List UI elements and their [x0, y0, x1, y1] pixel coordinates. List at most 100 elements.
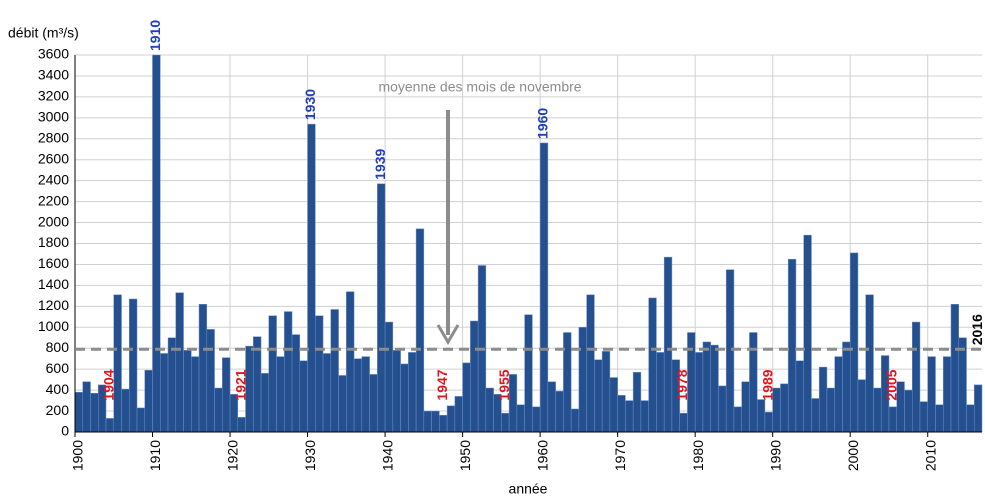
x-tick-label: 2000: [845, 440, 861, 471]
bar: [563, 332, 572, 433]
bar: [733, 406, 742, 433]
y-tick-label: 800: [46, 339, 70, 355]
bar: [431, 410, 440, 433]
bar: [276, 356, 285, 433]
x-tick-label: 1910: [147, 440, 163, 471]
bar: [950, 303, 959, 433]
bar: [167, 337, 177, 433]
bar: [105, 418, 115, 433]
bar: [857, 379, 866, 433]
x-tick-label: 1940: [380, 440, 396, 471]
bar: [129, 298, 138, 433]
bar: [415, 228, 425, 433]
y-tick-label: 2600: [38, 150, 69, 166]
bar: [935, 404, 944, 433]
bar: [237, 417, 246, 433]
bar: [152, 54, 161, 433]
bar: [160, 353, 169, 433]
bar: [803, 234, 812, 433]
y-tick-label: 400: [46, 381, 70, 397]
bar: [470, 320, 479, 433]
bar: [632, 372, 642, 433]
y-tick-label: 2000: [38, 213, 69, 229]
bar: [532, 406, 541, 433]
bar: [958, 337, 967, 433]
y-tick-label: 3400: [38, 67, 69, 83]
bar: [121, 388, 130, 433]
mean-label: moyenne des mois de novembre: [378, 79, 581, 95]
bar: [462, 362, 471, 433]
bar: [299, 360, 308, 433]
bar: [710, 344, 719, 433]
year-annotation: 2016: [969, 314, 985, 345]
bar: [353, 358, 363, 433]
bar: [578, 327, 587, 433]
y-tick-label: 1000: [38, 318, 69, 334]
year-annotation: 1910: [147, 20, 163, 51]
x-tick-label: 1920: [225, 440, 241, 471]
year-annotation: 1960: [535, 108, 551, 139]
bar: [617, 395, 626, 433]
bar: [82, 381, 91, 433]
bar: [144, 369, 153, 433]
year-annotation: 1939: [372, 148, 388, 179]
year-annotation: 2005: [884, 369, 900, 400]
bar: [555, 390, 564, 433]
bar: [446, 405, 456, 433]
bar: [942, 356, 952, 433]
bar: [826, 387, 835, 433]
bar: [888, 406, 897, 433]
bar: [787, 258, 797, 433]
bar: [454, 396, 463, 433]
bar: [927, 356, 936, 433]
bar: [609, 377, 618, 433]
bar: [919, 401, 928, 433]
bar: [136, 407, 146, 433]
bar: [214, 387, 223, 433]
bar: [764, 411, 773, 433]
bar: [749, 332, 758, 433]
bar: [516, 404, 525, 433]
bar: [439, 414, 448, 433]
bar: [780, 383, 789, 433]
x-tick-label: 1980: [690, 440, 706, 471]
y-tick-label: 1400: [38, 276, 69, 292]
bar: [539, 142, 549, 433]
y-tick-label: 3000: [38, 109, 69, 125]
bar: [911, 321, 921, 433]
bar: [206, 329, 215, 433]
bar: [222, 357, 231, 433]
bar: [377, 183, 386, 433]
bar: [679, 412, 688, 433]
y-axis-label: débit (m³/s): [8, 25, 79, 41]
bar: [818, 366, 828, 433]
bar: [198, 303, 208, 433]
x-tick-label: 1950: [457, 440, 473, 471]
year-annotation: 1989: [760, 369, 776, 400]
bar: [865, 294, 874, 433]
bar: [74, 391, 84, 433]
arrow-head: [436, 324, 460, 345]
bar: [702, 341, 711, 433]
y-tick-label: 1200: [38, 297, 69, 313]
bar: [625, 400, 634, 433]
bar: [741, 381, 750, 433]
bar: [570, 408, 580, 433]
y-tick-label: 200: [46, 402, 70, 418]
y-tick-label: 1800: [38, 234, 69, 250]
bar: [601, 351, 611, 433]
bar: [656, 352, 665, 433]
x-tick-label: 1900: [70, 440, 86, 471]
bar: [663, 256, 673, 433]
bar: [485, 387, 494, 433]
x-tick-label: 1970: [612, 440, 628, 471]
bar: [322, 353, 332, 433]
year-annotation: 1978: [674, 369, 690, 400]
y-tick-label: 600: [46, 360, 70, 376]
bar: [694, 352, 704, 433]
bar: [191, 356, 200, 433]
bar: [284, 311, 293, 433]
x-tick-label: 1990: [767, 440, 783, 471]
bar: [315, 315, 324, 433]
